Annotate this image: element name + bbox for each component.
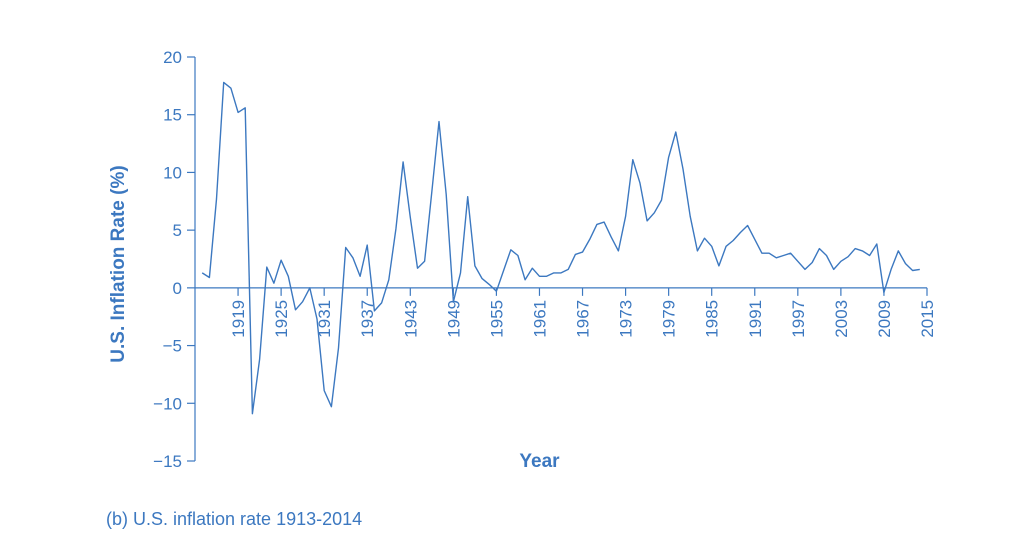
x-tick-label: 1925 [272,300,291,338]
x-tick-label: 2003 [832,300,851,338]
y-tick-label: 5 [173,221,182,240]
x-tick-label: 1961 [530,300,549,338]
x-tick-label: 2009 [875,300,894,338]
x-tick-label: 1937 [358,300,377,338]
data-series [201,81,920,415]
y-tick-label: 10 [163,163,182,182]
y-tick-label: −5 [163,337,182,356]
x-tick-label: 1943 [401,300,420,338]
x-tick-label: 1949 [444,300,463,338]
x-tick-label: 1919 [229,300,248,338]
x-tick-label: 1973 [617,300,636,338]
x-tick-label: 1955 [487,300,506,338]
y-tick-label: 15 [163,106,182,125]
x-tick-label: 1967 [574,300,593,338]
x-axis-title: Year [519,451,560,472]
x-tick-label: 1997 [789,300,808,338]
y-tick-label: 20 [163,48,182,67]
y-axis: 20 15 10 5 0 −5 −10 −15 [153,48,196,471]
x-tick-label: 1991 [746,300,765,338]
inflation-series-line [201,81,920,415]
x-tick-label: 2015 [918,300,937,338]
x-tick-label: 1931 [315,300,334,338]
y-tick-label: −10 [153,394,182,413]
y-tick-label: 0 [173,279,182,298]
x-tick-label: 1985 [703,300,722,338]
x-axis: 1919 1925 1931 1937 1943 1949 1955 1961 1967 1973… [195,287,937,338]
y-tick-label: −15 [153,452,182,471]
y-axis-title: U.S. Inflation Rate (%) [108,165,129,362]
figure-caption: (b) U.S. inflation rate 1913-2014 [106,509,363,529]
x-tick-label: 1979 [660,300,679,338]
